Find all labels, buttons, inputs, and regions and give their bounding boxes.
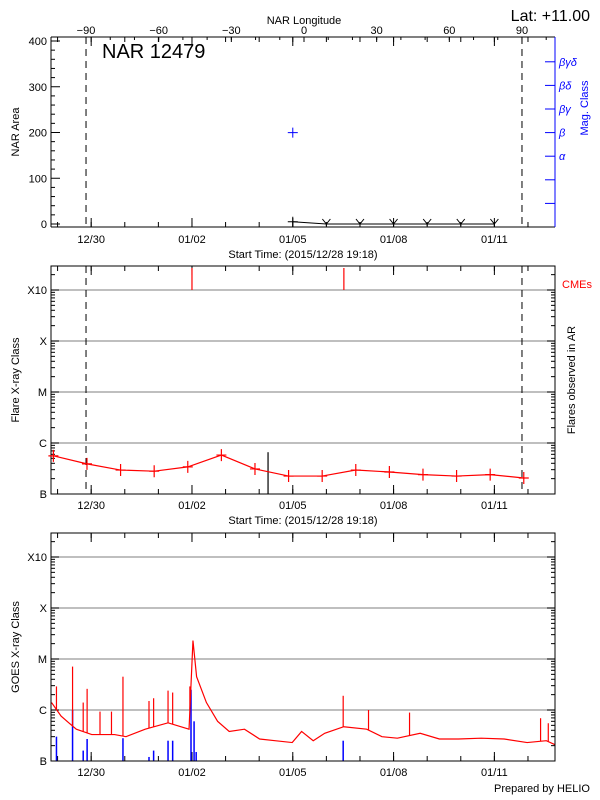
flare-class-point [182, 460, 193, 473]
area-zero-marker [389, 218, 398, 226]
y-tick-label: B [40, 489, 47, 501]
x-tick-label: 01/02 [178, 767, 206, 779]
y-tick-label: X [40, 603, 48, 615]
flare-class-axis-title: Flare X-ray Class [10, 337, 22, 422]
x-tick-label: 01/11 [481, 500, 508, 512]
flare-class-point [350, 464, 361, 477]
flare-class-point [417, 468, 428, 481]
flare-class-point [216, 449, 227, 462]
y-tick-label: B [40, 756, 47, 768]
x-tick-label: 01/11 [481, 234, 508, 246]
area-zero-marker [422, 218, 432, 226]
plot-frame [50, 265, 556, 495]
mag-class-axis-title: Mag. Class [579, 80, 591, 136]
y-tick-label: M [38, 387, 47, 399]
y-tick-label: X10 [27, 285, 47, 297]
x-tick-label: 01/08 [380, 234, 408, 246]
longitude-tick-label: −60 [149, 25, 168, 37]
chart-marks: −90 −60 −30 0 30 60 90 0 100 200 300 400 αβ βγ βδ βγδ 12… [27, 25, 577, 779]
footer-credit: Prepared by HELIO [494, 783, 590, 795]
longitude-tick-label: 60 [443, 25, 455, 37]
y-tick-label: C [39, 705, 47, 717]
x-tick-label: 01/11 [481, 767, 508, 779]
flare-class-point [81, 457, 92, 470]
y-tick-label: X10 [27, 552, 47, 564]
mag-class-label: βγδ [558, 57, 578, 69]
mag-class-label: βγ [558, 104, 572, 116]
flare-class-point [518, 471, 529, 484]
latitude-label: Lat: +11.00 [511, 8, 590, 25]
longitude-tick-label: 30 [371, 25, 383, 37]
y-tick-label: 100 [29, 173, 47, 185]
flare-class-point [283, 470, 294, 483]
flare-class-point [317, 470, 328, 483]
flare-class-point [384, 466, 395, 478]
longitude-tick-label: −30 [222, 25, 241, 37]
goes-long-channel-line [51, 640, 555, 746]
x-tick-label: 01/08 [380, 500, 408, 512]
mag-class-label: β [558, 128, 566, 140]
top-axis-title: NAR Longitude [267, 15, 342, 27]
mag-class-label: α [559, 151, 566, 163]
flare-class-point [115, 464, 126, 477]
flares-observed-axis-title: Flares observed in AR [566, 326, 578, 434]
flare-class-point [149, 465, 160, 478]
mag-class-point-marker [287, 127, 298, 138]
longitude-tick-label: 90 [516, 25, 528, 37]
y-tick-label: 400 [29, 36, 47, 48]
x-tick-label: 12/30 [77, 234, 105, 246]
mag-class-label: βδ [558, 80, 572, 92]
x-axis-title-2: Start Time: (2015/12/28 19:18) [228, 515, 377, 527]
flare-class-point [485, 468, 496, 481]
x-tick-label: 01/05 [279, 234, 307, 246]
region-title: NAR 12479 [102, 41, 205, 63]
area-point-marker [287, 216, 298, 227]
y-tick-label: 0 [41, 219, 47, 231]
longitude-tick-label: 0 [301, 25, 307, 37]
area-zero-marker [456, 218, 466, 226]
y-tick-label: 300 [29, 82, 47, 94]
longitude-tick-label: −90 [77, 25, 96, 37]
flare-class-point [48, 449, 59, 462]
x-tick-label: 01/02 [178, 500, 206, 512]
x-tick-label: 12/30 [77, 767, 105, 779]
cme-label: CMEs [562, 279, 592, 291]
plot-frame [50, 532, 556, 762]
area-zero-marker [489, 218, 499, 226]
x-tick-label: 01/05 [279, 767, 307, 779]
x-axis-title-1: Start Time: (2015/12/28 19:18) [228, 249, 377, 261]
x-tick-label: 01/02 [178, 234, 206, 246]
y-tick-label: X [40, 336, 48, 348]
flare-class-point [451, 470, 462, 483]
nar-area-axis-title: NAR Area [10, 107, 22, 157]
x-tick-label: 01/08 [380, 767, 408, 779]
area-zero-marker [321, 218, 331, 226]
y-tick-label: C [39, 438, 47, 450]
flare-class-point [249, 462, 260, 475]
y-tick-label: M [38, 654, 47, 666]
x-tick-label: 12/30 [77, 500, 105, 512]
goes-class-axis-title: GOES X-ray Class [10, 601, 22, 693]
y-tick-label: 200 [29, 128, 47, 140]
x-tick-label: 01/05 [279, 500, 307, 512]
area-zero-marker [355, 218, 365, 226]
